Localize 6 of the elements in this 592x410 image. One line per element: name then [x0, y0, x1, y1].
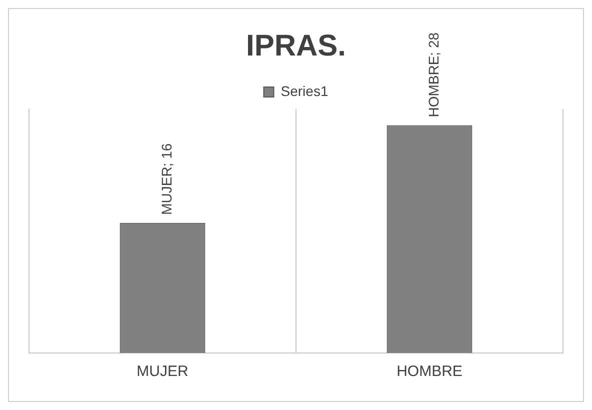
x-tick-label: HOMBRE	[396, 363, 462, 380]
x-tick-label: MUJER	[136, 363, 188, 380]
data-label: HOMBRE; 28	[425, 32, 442, 118]
data-label: MUJER; 16	[158, 143, 174, 215]
chart-title: IPRAS.	[246, 29, 346, 62]
legend-label: Series1	[280, 82, 328, 99]
